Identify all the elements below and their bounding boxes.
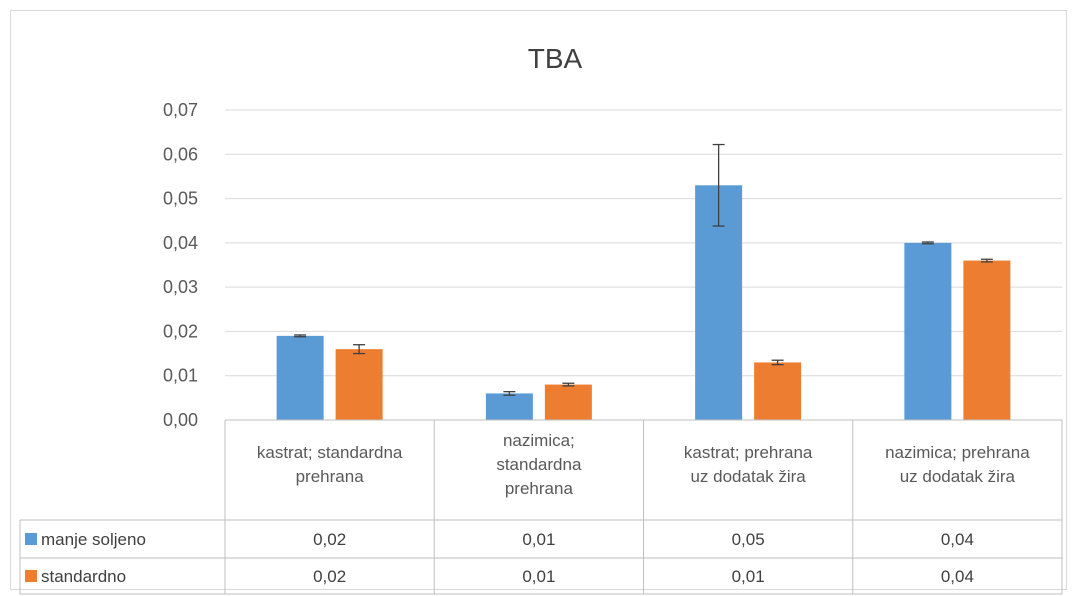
category-label: standardna	[496, 455, 582, 474]
category-label: prehrana	[296, 467, 365, 486]
bar	[485, 393, 533, 420]
table-value: 0,02	[313, 530, 346, 549]
category-label: kastrat; standardna	[257, 443, 403, 462]
table-value: 0,01	[522, 567, 555, 586]
bars	[276, 185, 1011, 420]
series-name: standardno	[41, 567, 126, 586]
legend-key	[25, 570, 37, 582]
table-value: 0,01	[522, 530, 555, 549]
chart-frame	[10, 10, 1067, 590]
bar	[963, 260, 1011, 420]
bar	[754, 362, 802, 420]
table-value: 0,04	[941, 567, 974, 586]
bar	[904, 242, 952, 420]
series-name: manje soljeno	[41, 530, 146, 549]
category-label: uz dodatak žira	[900, 467, 1016, 486]
y-tick-label: 0,02	[163, 321, 198, 341]
category-label: uz dodatak žira	[690, 467, 806, 486]
y-tick-label: 0,06	[163, 144, 198, 164]
category-label: kastrat; prehrana	[684, 443, 813, 462]
y-tick-label: 0,03	[163, 277, 198, 297]
data-table: kastrat; standardna prehrana nazimica; stan…	[19, 419, 1063, 595]
error-bars	[294, 143, 993, 396]
bar	[335, 349, 383, 420]
table-value: 0,04	[941, 530, 974, 549]
table-value: 0,02	[313, 567, 346, 586]
y-tick-label: 0,01	[163, 366, 198, 386]
chart-title: TBA	[528, 43, 583, 74]
category-label: prehrana	[505, 479, 574, 498]
y-tick-label: 0,05	[163, 189, 198, 209]
y-tick-label: 0,04	[163, 233, 198, 253]
y-axis-ticks: 0,00 0,01 0,02 0,03 0,04 0,05 0,06 0,07	[163, 100, 198, 430]
bar	[276, 335, 324, 420]
table-value: 0,05	[732, 530, 765, 549]
legend-key	[25, 533, 37, 545]
y-tick-label: 0,07	[163, 100, 198, 120]
table-value: 0,01	[732, 567, 765, 586]
category-label: nazimica;	[503, 431, 575, 450]
category-label: nazimica; prehrana	[885, 443, 1030, 462]
y-tick-label: 0,00	[163, 410, 198, 430]
bar	[544, 384, 592, 420]
